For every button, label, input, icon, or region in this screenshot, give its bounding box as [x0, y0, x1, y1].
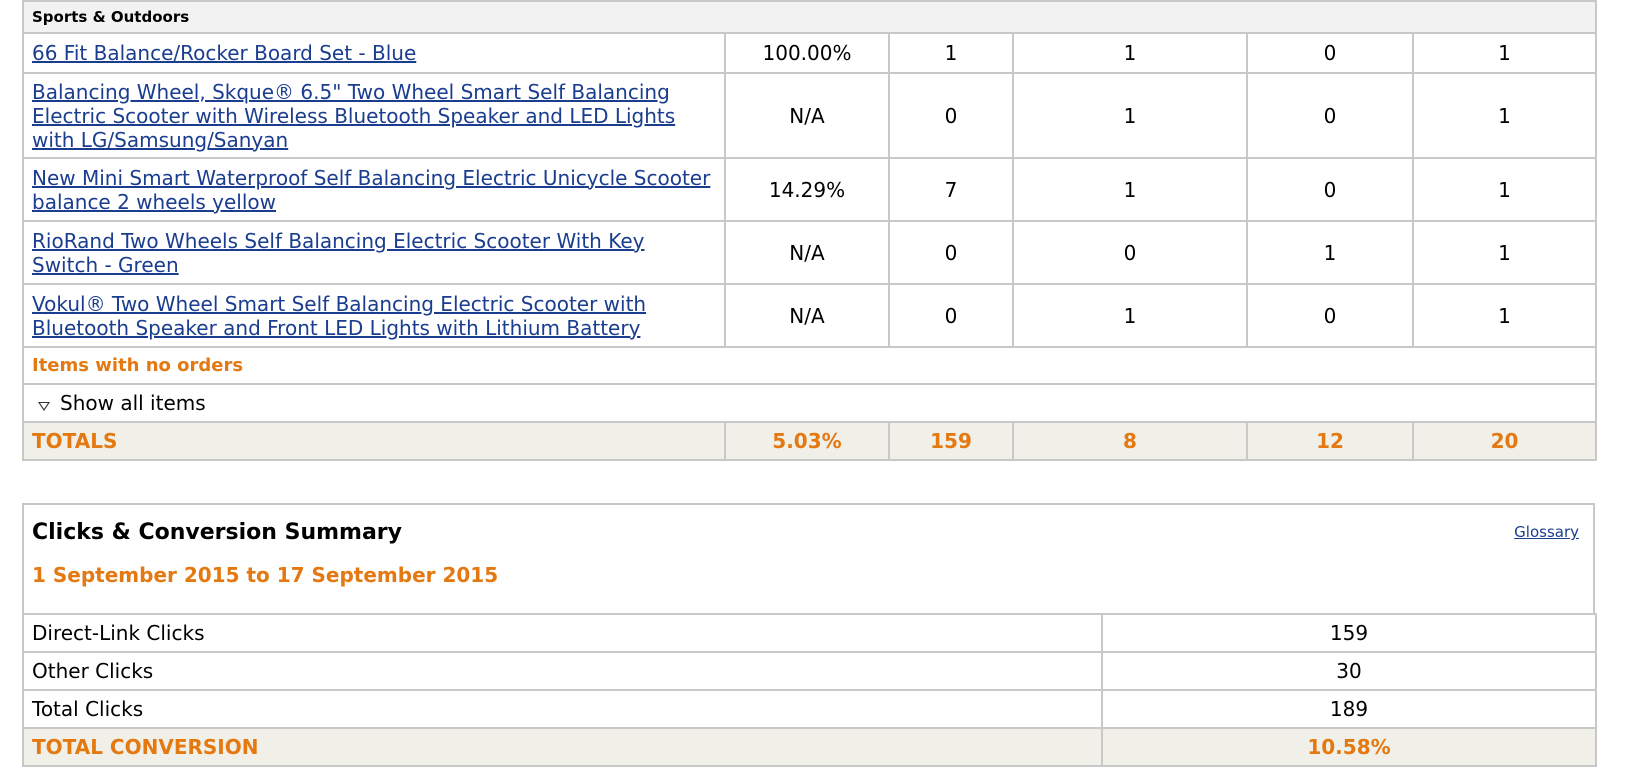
- show-all-toggle[interactable]: Show all items: [21, 383, 1598, 423]
- totals-shipped-b: 20: [1411, 421, 1598, 461]
- ordered-cell: 1: [1012, 283, 1248, 348]
- no-orders-label: Items with no orders: [21, 346, 1598, 385]
- shipped-b-cell: 1: [1411, 32, 1598, 74]
- glossary-link[interactable]: Glossary: [1514, 523, 1579, 541]
- shipped-a-cell: 0: [1246, 32, 1414, 74]
- total-conversion-label: TOTAL CONVERSION: [22, 727, 1103, 767]
- table-row: New Mini Smart Waterproof Self Balancing…: [22, 157, 1598, 222]
- item-link[interactable]: Vokul® Two Wheel Smart Self Balancing El…: [32, 291, 647, 340]
- clicks-conversion-summary: Clicks & Conversion Summary 1 September …: [22, 503, 1597, 767]
- shipped-a-cell: 0: [1246, 157, 1414, 222]
- shipped-a-cell: 0: [1246, 72, 1414, 159]
- totals-shipped-a: 12: [1246, 421, 1414, 461]
- category-label: Sports & Outdoors: [21, 0, 1598, 34]
- triangle-down-icon[interactable]: [38, 402, 50, 411]
- table-row: Other Clicks 30: [22, 651, 1597, 691]
- totals-clicks: 159: [888, 421, 1014, 461]
- clicks-cell: 0: [888, 72, 1014, 159]
- summary-row-label: Direct-Link Clicks: [22, 613, 1103, 653]
- item-link[interactable]: New Mini Smart Waterproof Self Balancing…: [32, 165, 711, 214]
- conversion-cell: N/A: [724, 220, 890, 285]
- table-row: Balancing Wheel, Skque® 6.5" Two Wheel S…: [22, 72, 1598, 159]
- clicks-cell: 7: [888, 157, 1014, 222]
- summary-row-value: 189: [1101, 689, 1597, 729]
- item-link[interactable]: RioRand Two Wheels Self Balancing Electr…: [32, 228, 645, 277]
- table-row: Total Clicks 189: [22, 689, 1597, 729]
- conversion-cell: 100.00%: [724, 32, 890, 74]
- summary-title: Clicks & Conversion Summary: [32, 520, 402, 545]
- clicks-cell: 0: [888, 283, 1014, 348]
- item-link[interactable]: 66 Fit Balance/Rocker Board Set - Blue: [32, 41, 417, 65]
- item-link[interactable]: Balancing Wheel, Skque® 6.5" Two Wheel S…: [32, 79, 676, 152]
- show-all-row[interactable]: Show all items: [21, 383, 1598, 423]
- totals-conversion: 5.03%: [724, 421, 890, 461]
- category-header-row: Sports & Outdoors: [21, 0, 1598, 34]
- totals-row: TOTALS 5.03% 159 8 12 20: [22, 421, 1598, 461]
- summary-row-label: Total Clicks: [22, 689, 1103, 729]
- summary-date-range: 1 September 2015 to 17 September 2015: [32, 563, 499, 587]
- ordered-cell: 1: [1012, 72, 1248, 159]
- ordered-cell: 1: [1012, 32, 1248, 74]
- ordered-cell: 1: [1012, 157, 1248, 222]
- shipped-b-cell: 1: [1411, 157, 1598, 222]
- ordered-cell: 0: [1012, 220, 1248, 285]
- summary-row-value: 159: [1101, 613, 1597, 653]
- total-conversion-row: TOTAL CONVERSION 10.58%: [22, 727, 1597, 767]
- table-row: RioRand Two Wheels Self Balancing Electr…: [22, 220, 1598, 285]
- shipped-b-cell: 1: [1411, 72, 1598, 159]
- summary-header: Clicks & Conversion Summary 1 September …: [22, 503, 1595, 613]
- clicks-cell: 1: [888, 32, 1014, 74]
- shipped-b-cell: 1: [1411, 220, 1598, 285]
- clicks-cell: 0: [888, 220, 1014, 285]
- conversion-cell: N/A: [724, 72, 890, 159]
- shipped-b-cell: 1: [1411, 283, 1598, 348]
- summary-table: Direct-Link Clicks 159 Other Clicks 30 T…: [22, 613, 1597, 767]
- category-items-table: Sports & Outdoors 66 Fit Balance/Rocker …: [21, 0, 1598, 461]
- shipped-a-cell: 0: [1246, 283, 1414, 348]
- summary-row-value: 30: [1101, 651, 1597, 691]
- conversion-cell: 14.29%: [724, 157, 890, 222]
- summary-row-label: Other Clicks: [22, 651, 1103, 691]
- category-report: Sports & Outdoors 66 Fit Balance/Rocker …: [21, 0, 1598, 461]
- show-all-label[interactable]: Show all items: [60, 391, 206, 415]
- totals-label: TOTALS: [22, 421, 726, 461]
- table-row: Direct-Link Clicks 159: [22, 613, 1597, 653]
- table-row: 66 Fit Balance/Rocker Board Set - Blue 1…: [22, 32, 1598, 74]
- totals-ordered: 8: [1012, 421, 1248, 461]
- table-row: Vokul® Two Wheel Smart Self Balancing El…: [22, 283, 1598, 348]
- shipped-a-cell: 1: [1246, 220, 1414, 285]
- conversion-cell: N/A: [724, 283, 890, 348]
- total-conversion-value: 10.58%: [1101, 727, 1597, 767]
- no-orders-row: Items with no orders: [21, 346, 1598, 385]
